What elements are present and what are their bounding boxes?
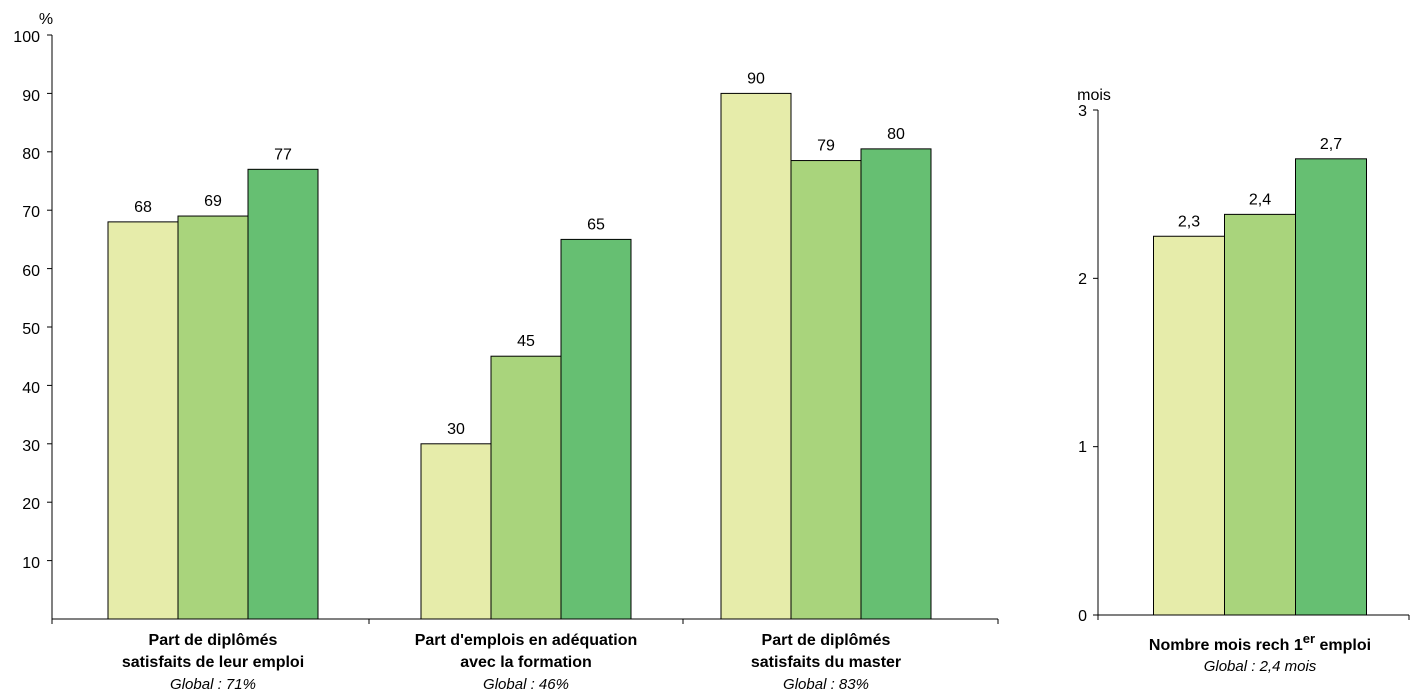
left-y-tick-label: 20: [22, 496, 40, 513]
category-label-line1: Part d'emplois en adéquation: [415, 632, 638, 649]
bar: [790, 160, 862, 620]
data-label: 2,3: [1178, 213, 1200, 230]
data-label: 79: [817, 138, 835, 155]
bar: [177, 215, 249, 620]
bar: [720, 92, 792, 620]
bar: [1224, 213, 1296, 616]
category-global-note: Global : 46%: [483, 676, 569, 693]
data-label: 45: [517, 333, 535, 350]
left-chart: % 100 90 80 70 60 50 40 30 20 10 Part de…: [13, 11, 999, 693]
left-y-tick-label: 70: [22, 204, 40, 221]
right-y-tick-label: 1: [1078, 439, 1087, 456]
right-y-tick-label: 3: [1078, 103, 1087, 120]
data-label: 77: [274, 146, 292, 163]
category-label-text-end: emploi: [1315, 637, 1371, 654]
bar: [560, 238, 632, 620]
category-global-note: Global : 83%: [783, 676, 869, 693]
right-y-axis-label: mois: [1077, 87, 1111, 104]
left-y-tick-label: 90: [22, 88, 40, 105]
bar: [107, 221, 179, 620]
left-y-tick-label: 50: [22, 321, 40, 338]
left-y-axis-label: %: [39, 11, 53, 28]
left-y-tick-label: 40: [22, 380, 40, 397]
right-y-tick-label: 0: [1078, 608, 1087, 625]
category-global-note: Global : 2,4 mois: [1204, 658, 1317, 675]
data-label: 80: [887, 126, 905, 143]
right-y-tick-label: 2: [1078, 271, 1087, 288]
left-y-tick-label: 100: [13, 29, 40, 46]
category-label-superscript: er: [1303, 631, 1315, 646]
left-y-tick-label: 10: [22, 555, 40, 572]
category-label-text: Nombre mois rech 1: [1149, 637, 1303, 654]
category-label-line2: satisfaits de leur emploi: [122, 654, 304, 671]
bar: [490, 355, 562, 620]
bar: [420, 443, 492, 620]
data-label: 65: [587, 216, 605, 233]
bar: [860, 148, 932, 620]
data-label: 2,7: [1320, 136, 1342, 153]
bar: [1153, 235, 1225, 616]
data-label: 69: [204, 193, 222, 210]
category-label-line1: Part de diplômés: [149, 632, 278, 649]
category-global-note: Global : 71%: [170, 676, 256, 693]
category-label-line2: avec la formation: [460, 654, 592, 671]
right-chart: mois 3 2 1 0 Nombre mois rech 1er emploi…: [1077, 87, 1410, 675]
bar: [247, 168, 319, 620]
data-label: 90: [747, 70, 765, 87]
category-label-line2: satisfaits du master: [751, 654, 901, 671]
category-label-line1: Part de diplômés: [762, 632, 891, 649]
data-label: 2,4: [1249, 191, 1271, 208]
left-y-tick-label: 80: [22, 146, 40, 163]
data-label: 68: [134, 199, 152, 216]
left-y-tick-label: 60: [22, 263, 40, 280]
data-label: 30: [447, 421, 465, 438]
bar: [1295, 158, 1367, 616]
left-y-tick-label: 30: [22, 438, 40, 455]
category-label-line1: Nombre mois rech 1er emploi: [1149, 631, 1371, 654]
